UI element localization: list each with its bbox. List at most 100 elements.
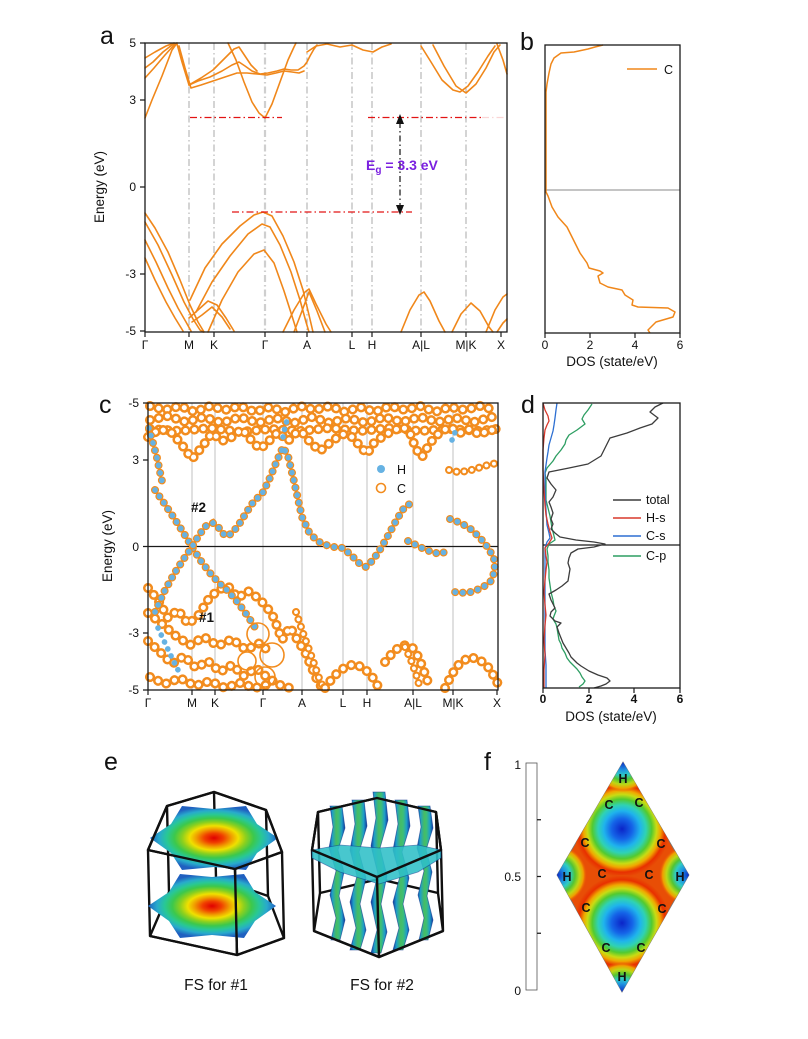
colorbar	[525, 762, 538, 991]
c-ytick: -3	[128, 626, 139, 640]
c-legend-h-marker	[377, 465, 385, 473]
h-marker-chain	[146, 425, 165, 484]
panel-d-border	[542, 402, 681, 689]
h-marker-chain	[152, 487, 261, 635]
panel-a-yticks	[140, 42, 145, 332]
d-xlabel: DOS (state/eV)	[565, 709, 657, 724]
c-marker-ring	[246, 622, 270, 646]
a-xtick: Γ	[142, 338, 149, 352]
fs2-mid-band	[311, 844, 442, 885]
band-curve	[451, 302, 494, 333]
panel-a-letter: a	[100, 22, 114, 50]
panel-a-gap-annotation: Eg = 3.3 eV	[190, 114, 506, 215]
fs1-pancake-upper	[150, 806, 278, 870]
c-marker-chain	[147, 413, 500, 426]
panel-c-yticks	[143, 402, 148, 691]
band-curve	[188, 46, 258, 86]
colorbar-ticks	[537, 819, 541, 934]
a-xtick: H	[368, 338, 377, 352]
a-xtick: X	[497, 338, 505, 352]
c-marker-chain	[151, 437, 415, 616]
dos-curve	[449, 427, 459, 443]
c-marker-chain	[382, 642, 433, 691]
c-xtick: A	[298, 696, 306, 710]
d-legend-cs: C-s	[646, 529, 665, 543]
band-curve	[496, 43, 508, 75]
panel-e-letter: e	[104, 748, 118, 776]
panel-b-letter: b	[520, 28, 534, 56]
c-ylabel: Energy (eV)	[100, 510, 115, 582]
panel-c-xticks	[147, 690, 498, 695]
fs2-caption: FS for #2	[350, 977, 414, 994]
c-xtick: H	[363, 696, 372, 710]
panel-b-dos: b C 0 2 4 6 DOS (state/eV)	[520, 28, 684, 369]
band-curve	[282, 288, 332, 333]
a-ylabel: Energy (eV)	[92, 151, 107, 223]
panel-b-curve	[545, 44, 676, 334]
d-legend-hs: H-s	[646, 511, 665, 525]
elf-minimum-lower	[574, 875, 670, 971]
dos-curve	[544, 403, 593, 688]
c-marker-chain	[145, 583, 327, 693]
atom-label-c: C	[580, 836, 589, 850]
bz-wireframe-2-front	[310, 796, 444, 959]
band-curve	[496, 318, 508, 333]
c-marker-chain	[403, 645, 422, 690]
band-curve	[432, 44, 501, 94]
gap-arrow-down	[396, 205, 404, 215]
panel-d-curves	[542, 402, 664, 689]
d-xtick: 6	[677, 692, 684, 706]
atom-label-c: C	[636, 941, 645, 955]
a-xtick: A	[303, 338, 311, 352]
atom-label-h: H	[675, 870, 684, 884]
panel-d-pdos: d total H-s C-s C-p 0 2 4 6 DOS (state/e…	[521, 391, 684, 724]
c-xtick: K	[211, 696, 219, 710]
c-marker-chain	[145, 424, 500, 464]
panel-f-letter: f	[484, 748, 491, 776]
atom-label-c: C	[656, 837, 665, 851]
fermi-surface-1	[146, 790, 286, 957]
gap-arrow-up	[396, 114, 404, 124]
panel-a-bandstructure: a Eg = 3.3 eV 5 3 0 -3 -5	[92, 22, 508, 352]
a-ytick: -5	[125, 324, 136, 338]
c-xtick: A|L	[404, 696, 422, 710]
c-legend-h-label: H	[397, 463, 406, 477]
b-legend-label: C	[664, 63, 673, 77]
band-curve	[207, 249, 298, 333]
c-ytick: 0	[132, 540, 139, 554]
a-xtick: M|K	[455, 338, 476, 352]
c-band2-label: #2	[191, 500, 206, 515]
atom-label-c: C	[604, 798, 613, 812]
band-gap-label: Eg = 3.3 eV	[366, 157, 439, 176]
band-curve	[420, 45, 496, 93]
band-curve	[189, 211, 314, 333]
c-marker-ring	[237, 651, 257, 671]
a-ytick: 3	[129, 93, 136, 107]
fs1-pancake-lower	[148, 874, 276, 938]
dos-curve	[545, 44, 676, 334]
c-marker-chain	[153, 442, 413, 614]
d-legend-total: total	[646, 493, 670, 507]
c-ytick: 3	[132, 453, 139, 467]
b-xtick: 6	[677, 338, 684, 352]
c-ytick: -5	[128, 683, 139, 697]
panel-a-bands	[144, 42, 508, 333]
panel-c-marker-chains	[143, 400, 503, 695]
band-curve	[306, 43, 392, 53]
colorbar-label-0: 0	[514, 984, 521, 998]
atom-label-c: C	[657, 902, 666, 916]
c-ytick: -5	[128, 396, 139, 410]
a-xtick: L	[349, 338, 356, 352]
band-curve	[485, 293, 508, 333]
panel-c-letter: c	[99, 391, 112, 419]
a-xtick: M	[184, 338, 194, 352]
band-curve	[293, 291, 326, 333]
c-marker-chain	[294, 610, 326, 691]
panel-b-xticks	[544, 333, 681, 338]
d-xtick: 2	[586, 692, 593, 706]
c-xtick: Γ	[260, 696, 267, 710]
c-xtick: X	[493, 696, 501, 710]
colorbar-label-1: 1	[514, 758, 521, 772]
